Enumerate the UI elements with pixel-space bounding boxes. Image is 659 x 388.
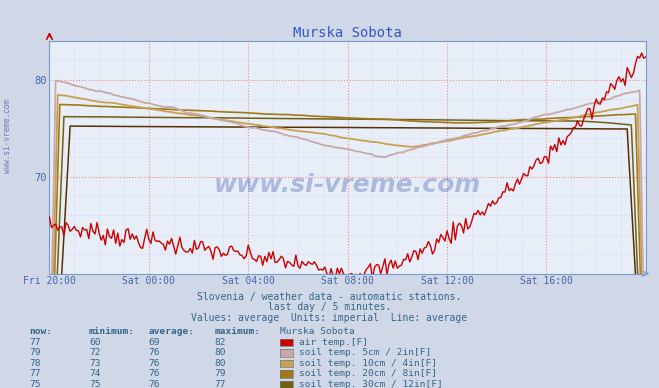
Text: air temp.[F]: air temp.[F]: [299, 338, 368, 347]
Text: 77: 77: [30, 338, 41, 347]
Text: maximum:: maximum:: [214, 327, 260, 336]
Text: Murska Sobota: Murska Sobota: [280, 327, 355, 336]
Title: Murska Sobota: Murska Sobota: [293, 26, 402, 40]
Text: www.si-vreme.com: www.si-vreme.com: [3, 99, 13, 173]
Text: 78: 78: [30, 359, 41, 368]
Text: 77: 77: [214, 380, 225, 388]
Text: 73: 73: [89, 359, 100, 368]
Text: soil temp. 10cm / 4in[F]: soil temp. 10cm / 4in[F]: [299, 359, 436, 368]
Text: soil temp. 30cm / 12in[F]: soil temp. 30cm / 12in[F]: [299, 380, 442, 388]
Text: 76: 76: [148, 380, 159, 388]
Text: last day / 5 minutes.: last day / 5 minutes.: [268, 302, 391, 312]
Text: 72: 72: [89, 348, 100, 357]
Text: 69: 69: [148, 338, 159, 347]
Text: minimum:: minimum:: [89, 327, 135, 336]
Text: 77: 77: [30, 369, 41, 378]
Text: 79: 79: [214, 369, 225, 378]
Text: 75: 75: [89, 380, 100, 388]
Text: 74: 74: [89, 369, 100, 378]
Text: 82: 82: [214, 338, 225, 347]
Text: 76: 76: [148, 359, 159, 368]
Text: 80: 80: [214, 348, 225, 357]
Text: 76: 76: [148, 369, 159, 378]
Text: 76: 76: [148, 348, 159, 357]
Text: 79: 79: [30, 348, 41, 357]
Text: www.si-vreme.com: www.si-vreme.com: [214, 173, 481, 197]
Text: 60: 60: [89, 338, 100, 347]
Text: Slovenia / weather data - automatic stations.: Slovenia / weather data - automatic stat…: [197, 291, 462, 301]
Text: 75: 75: [30, 380, 41, 388]
Text: average:: average:: [148, 327, 194, 336]
Text: now:: now:: [30, 327, 53, 336]
Text: 80: 80: [214, 359, 225, 368]
Text: Values: average  Units: imperial  Line: average: Values: average Units: imperial Line: av…: [191, 313, 468, 323]
Text: soil temp. 20cm / 8in[F]: soil temp. 20cm / 8in[F]: [299, 369, 436, 378]
Text: soil temp. 5cm / 2in[F]: soil temp. 5cm / 2in[F]: [299, 348, 431, 357]
